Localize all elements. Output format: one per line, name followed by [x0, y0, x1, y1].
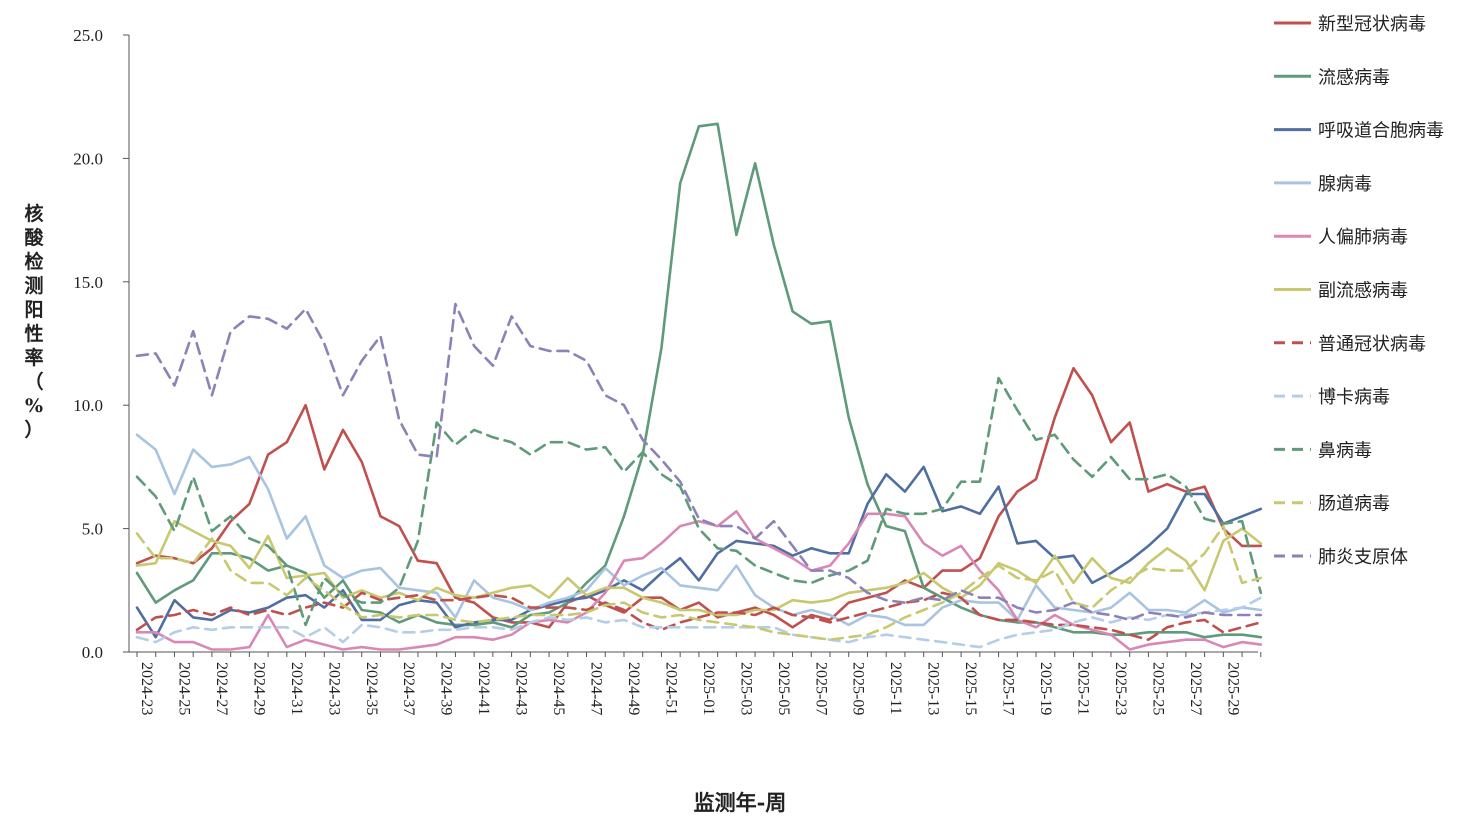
x-tick-label: 2025-01: [700, 662, 717, 715]
x-tick-label: 2025-05: [775, 662, 792, 715]
x-tick-label: 2024-33: [325, 662, 342, 715]
y-tick-label: 15.0: [73, 273, 103, 292]
y-axis-ticks: 0.0 5.0 10.0 15.0 20.0 25.0: [73, 26, 129, 662]
series-line: [135, 122, 1263, 639]
legend: 新型冠状病毒流感病毒呼吸道合胞病毒腺病毒人偏肺病毒副流感病毒普通冠状病毒博卡病毒…: [1274, 14, 1444, 568]
legend-label: 肺炎支原体: [1318, 547, 1408, 568]
x-tick-label: 2024-35: [363, 662, 380, 715]
x-tick-label: 2024-41: [475, 662, 492, 715]
legend-label: 肠道病毒: [1318, 494, 1390, 515]
series-line: [135, 433, 1263, 627]
y-tick-label: 10.0: [73, 396, 103, 415]
x-tick-label: 2024-23: [138, 662, 155, 715]
series-line: [135, 591, 1263, 642]
x-tick-label: 2025-13: [925, 662, 942, 715]
y-tick-label: 25.0: [73, 26, 103, 45]
x-tick-label: 2024-31: [288, 662, 305, 715]
legend-label: 腺病毒: [1318, 174, 1372, 195]
x-axis-ticks: 2024-23 2024-25 2024-27 2024-29 2024-31 2024-…: [136, 652, 1262, 715]
x-tick-label: 2025-07: [812, 662, 829, 715]
series-line: [135, 366, 1263, 629]
plot-area: 0.05.010.015.020.025.0 2024-23 2024-25 202…: [73, 26, 1263, 715]
x-tick-label: 2024-29: [250, 662, 267, 715]
x-tick-label: 2024-37: [400, 662, 417, 715]
x-tick-label: 2024-39: [438, 662, 455, 715]
series-line: [135, 509, 1263, 651]
legend-label: 普通冠状病毒: [1318, 334, 1426, 355]
series-line: [135, 376, 1263, 627]
y-axis-title: 核酸检测阳性率（%）: [24, 202, 44, 441]
series-line: [135, 524, 1263, 642]
x-tick-label: 2024-43: [513, 662, 530, 715]
x-tick-label: 2025-29: [1224, 662, 1241, 715]
x-tick-label: 2025-21: [1075, 662, 1092, 715]
x-tick-label: 2025-25: [1149, 662, 1166, 715]
x-axis-title: 监测年-周: [694, 790, 787, 815]
y-tick-label: 5.0: [82, 520, 103, 539]
x-tick-label: 2025-03: [737, 662, 754, 715]
series-line: [135, 465, 1263, 639]
legend-label: 鼻病毒: [1318, 440, 1372, 461]
x-tick-label: 2024-45: [550, 662, 567, 715]
x-tick-label: 2024-47: [588, 662, 605, 715]
series-line: [135, 302, 1263, 622]
x-tick-label: 2025-15: [962, 662, 979, 715]
x-tick-label: 2024-51: [662, 662, 679, 715]
legend-label: 副流感病毒: [1318, 281, 1408, 302]
x-tick-label: 2024-25: [175, 662, 192, 715]
y-tick-label: 0.0: [82, 643, 103, 662]
x-tick-label: 2025-27: [1187, 662, 1204, 715]
legend-label: 人偏肺病毒: [1318, 227, 1408, 248]
legend-label: 博卡病毒: [1318, 387, 1390, 408]
series-lines: [135, 122, 1263, 651]
x-tick-label: 2025-23: [1112, 662, 1129, 715]
legend-label: 新型冠状病毒: [1318, 14, 1426, 35]
y-tick-label: 20.0: [73, 149, 103, 168]
legend-label: 流感病毒: [1318, 67, 1390, 88]
x-tick-label: 2025-09: [850, 662, 867, 715]
x-tick-label: 2024-49: [625, 662, 642, 715]
x-tick-label: 2025-11: [887, 662, 904, 715]
series-line: [135, 519, 1263, 617]
x-tick-label: 2025-17: [1000, 662, 1017, 715]
legend-label: 呼吸道合胞病毒: [1318, 121, 1444, 142]
x-tick-label: 2025-19: [1037, 662, 1054, 715]
x-tick-label: 2024-27: [213, 662, 230, 715]
